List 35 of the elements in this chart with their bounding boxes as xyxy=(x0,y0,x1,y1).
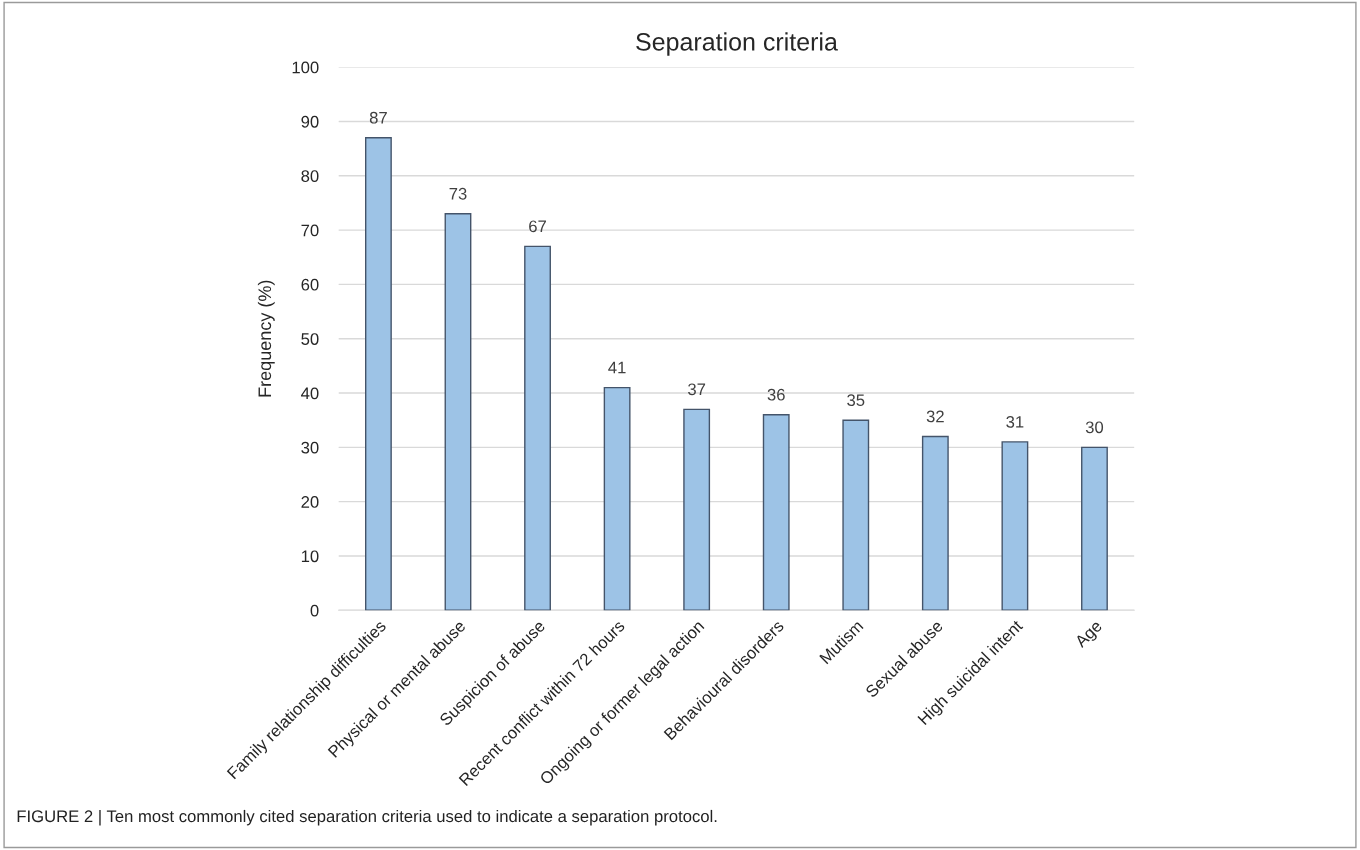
y-tick-label: 70 xyxy=(301,224,319,237)
data-label: 36 xyxy=(767,388,785,401)
bar xyxy=(762,414,790,611)
bar xyxy=(921,435,949,611)
data-label: 67 xyxy=(529,220,546,233)
bar xyxy=(364,137,392,611)
y-tick-label: 60 xyxy=(301,278,319,291)
y-tick-label: 0 xyxy=(310,604,319,617)
y-tick-label: 10 xyxy=(301,550,319,563)
bar xyxy=(603,386,631,611)
bar xyxy=(1001,441,1029,611)
bar xyxy=(683,408,711,611)
data-label: 31 xyxy=(1006,415,1024,428)
caption: FIGURE 2 | Ten most commonly cited separation criteria used to indicate a separation protocol. xyxy=(17,809,717,826)
data-label: 87 xyxy=(369,111,387,124)
data-label: 30 xyxy=(1085,421,1104,434)
data-label: 73 xyxy=(449,187,467,200)
data-label: 32 xyxy=(926,410,944,423)
y-tick-label: 50 xyxy=(301,333,319,345)
data-label: 35 xyxy=(847,394,865,407)
data-label: 37 xyxy=(688,383,706,396)
bar xyxy=(842,419,870,611)
y-tick-label: 90 xyxy=(301,115,319,128)
y-tick-label: 40 xyxy=(301,387,319,400)
x-tick-label: Age xyxy=(1073,619,1105,651)
y-tick-label: 80 xyxy=(301,170,319,182)
bar xyxy=(524,245,551,611)
chart-title: Separation criteria xyxy=(636,32,838,56)
y-tick-label: 30 xyxy=(301,441,319,454)
bar xyxy=(1081,446,1108,611)
y-tick-label: 20 xyxy=(301,496,319,508)
data-label: 41 xyxy=(608,361,626,374)
y-tick-label: 100 xyxy=(292,61,319,74)
y-axis-title: Frequency (%) xyxy=(257,280,275,397)
bar xyxy=(444,213,472,611)
